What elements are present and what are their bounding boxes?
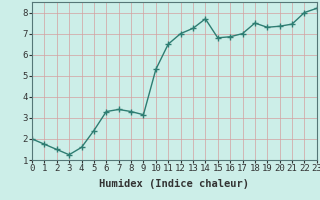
X-axis label: Humidex (Indice chaleur): Humidex (Indice chaleur) xyxy=(100,179,249,189)
